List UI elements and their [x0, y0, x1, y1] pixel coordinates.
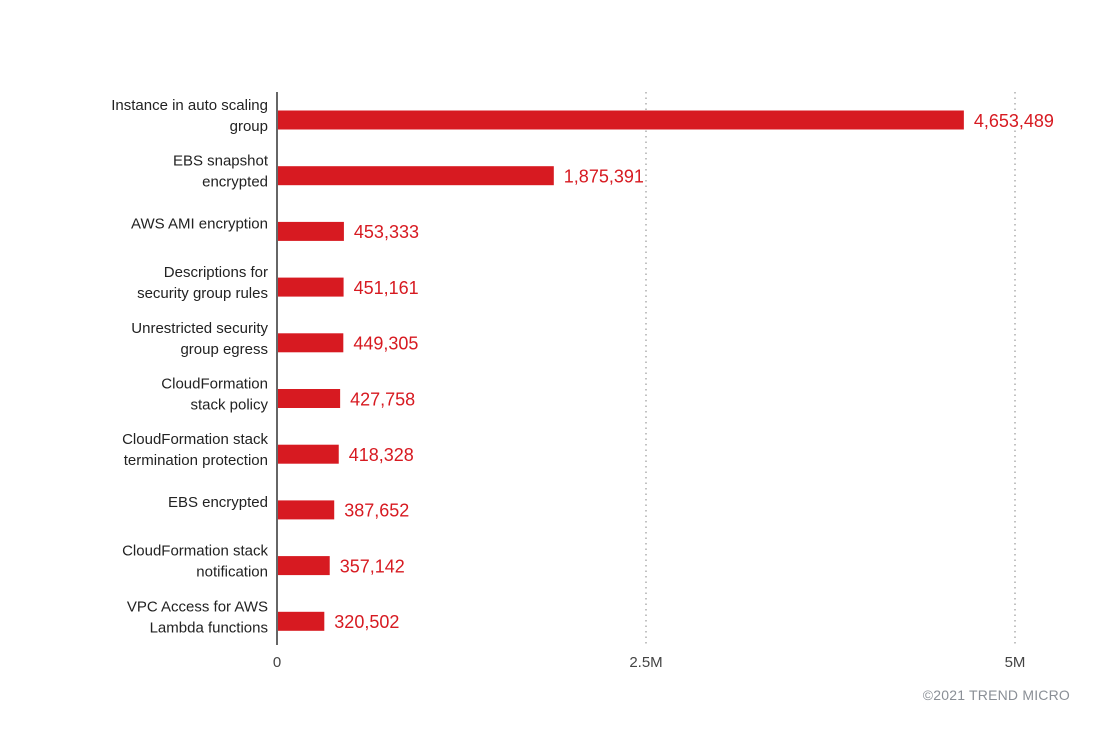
- value-label: 387,652: [344, 501, 409, 521]
- category-label: termination protection: [124, 452, 268, 469]
- bar: [278, 389, 341, 408]
- category-label: CloudFormation stack: [122, 543, 268, 560]
- category-label: VPC Access for AWS: [127, 598, 268, 615]
- category-label: security group rules: [137, 285, 268, 302]
- bar: [278, 611, 325, 631]
- copyright-notice: ©2021 TREND MICRO: [922, 687, 1070, 703]
- category-label: group: [230, 118, 268, 135]
- category-label: notification: [196, 564, 268, 581]
- category-label: Descriptions for: [164, 264, 268, 281]
- value-label: 1,875,391: [564, 166, 644, 186]
- value-label: 320,502: [334, 612, 399, 632]
- x-tick-label: 2.5M: [629, 654, 662, 671]
- category-label: CloudFormation: [161, 375, 268, 392]
- value-label: 357,142: [340, 556, 405, 576]
- category-label: stack policy: [190, 396, 268, 413]
- x-tick-label: 5M: [1005, 654, 1026, 671]
- category-label: AWS AMI encryption: [131, 215, 268, 232]
- category-label: encrypted: [202, 174, 268, 191]
- category-label: EBS encrypted: [168, 494, 268, 511]
- bar: [278, 110, 964, 130]
- category-label: EBS snapshot: [173, 153, 269, 170]
- bar: [278, 221, 344, 241]
- bar: [278, 333, 344, 353]
- bar: [278, 444, 339, 464]
- category-label: CloudFormation stack: [122, 431, 268, 448]
- x-tick-label: 0: [273, 654, 281, 671]
- bar: [278, 500, 335, 520]
- value-label: 4,653,489: [974, 111, 1054, 131]
- category-label: group egress: [180, 341, 268, 358]
- value-label: 427,758: [350, 389, 415, 409]
- value-label: 451,161: [354, 278, 419, 298]
- value-label: 418,328: [349, 445, 414, 465]
- category-label: Lambda functions: [150, 619, 268, 636]
- value-label: 453,333: [354, 222, 419, 242]
- category-label: Unrestricted security: [131, 320, 268, 337]
- value-label: 449,305: [353, 334, 418, 354]
- bar: [278, 277, 344, 297]
- bar: [278, 166, 554, 186]
- category-label: Instance in auto scaling: [111, 97, 268, 114]
- bar: [278, 556, 330, 576]
